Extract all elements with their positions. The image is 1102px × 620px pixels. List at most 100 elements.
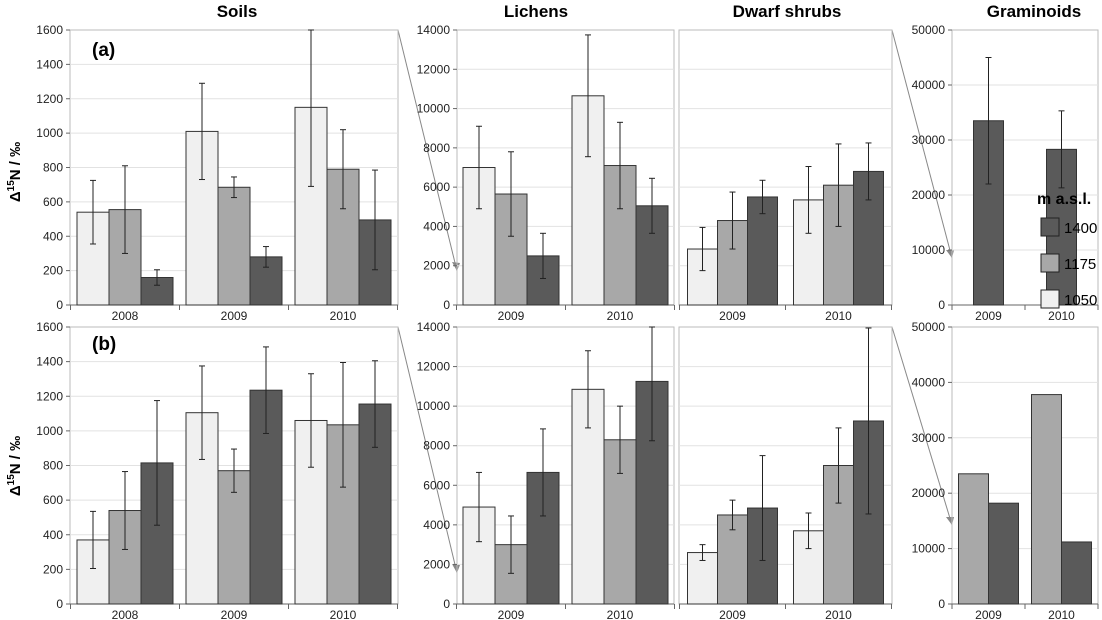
y-tick-label: 200 (43, 562, 63, 576)
panel-a-soils: 0 200 400 600 800 1000 1200 1400 1600 2008 2009 201… (36, 23, 399, 323)
bar-1050-2009 (687, 552, 718, 605)
y-tick-label: 14000 (417, 320, 451, 334)
title-graminoids: Graminoids (987, 2, 1081, 21)
y-tick-label: 10000 (417, 399, 451, 413)
y-tick-label: 2000 (423, 557, 450, 571)
connector-a-shrubs-graminoids (891, 29, 953, 259)
y-tick-label: 200 (43, 264, 63, 278)
panel-b-dwarf-shrubs: 2009 2010 (678, 326, 893, 620)
legend: m a.s.l. 1400 1175 1050 (1037, 191, 1097, 309)
y-tick-label: 0 (443, 298, 450, 312)
legend-swatch-1175 (1040, 253, 1060, 273)
title-lichens: Lichens (504, 2, 568, 21)
y-tick-label: 1000 (36, 126, 63, 140)
y-tick-label: 10000 (912, 243, 946, 257)
panel-label-b: (b) (92, 334, 116, 355)
bar-1175-2010 (1031, 394, 1062, 605)
y-tick-label: 8000 (423, 141, 450, 155)
panel-label-a: (a) (92, 40, 115, 61)
legend-label-1400: 1400 (1064, 220, 1097, 237)
x-category-label: 2009 (498, 608, 525, 620)
y-tick-label: 0 (443, 597, 450, 611)
x-category-label: 2010 (607, 608, 634, 620)
panel-b-graminoids: 0 10000 20000 30000 40000 50000 2009 2010 (912, 320, 1099, 620)
bar-1175-2009 (958, 473, 989, 605)
y-tick-label: 1000 (36, 424, 63, 438)
y-tick-label: 20000 (912, 486, 946, 500)
x-category-label: 2010 (330, 608, 357, 620)
plots: 0 200 400 600 800 1000 1200 1400 1600 2008 2009 201… (36, 23, 1099, 620)
y-tick-label: 12000 (417, 360, 451, 374)
y-tick-label: 30000 (912, 133, 946, 147)
arrowhead-b-graminoids (946, 517, 954, 525)
y-tick-label: 2000 (423, 259, 450, 273)
x-category-label: 2009 (221, 309, 248, 323)
connector-a-soils-lichens (397, 29, 458, 272)
panel-b-lichens: 0 2000 4000 6000 8000 10000 12000 14000 2009 2010 (417, 320, 675, 620)
connector-lines (397, 29, 953, 574)
y-tick-label: 0 (56, 597, 63, 611)
y-tick-label: 4000 (423, 518, 450, 532)
y-tick-label: 40000 (912, 375, 946, 389)
legend-label-1175: 1175 (1064, 256, 1096, 273)
y-tick-label: 50000 (912, 320, 946, 334)
y-tick-label: 0 (938, 597, 945, 611)
panel-a-lichens: 0 2000 4000 6000 8000 10000 12000 14000 2009 2010 (417, 23, 675, 323)
x-category-label: 2008 (112, 608, 139, 620)
y-tick-label: 20000 (912, 188, 946, 202)
legend-swatch-1050 (1040, 289, 1060, 309)
legend-swatch-1400 (1040, 217, 1060, 237)
x-category-label: 2010 (825, 309, 852, 323)
bar-1400-2009 (988, 502, 1019, 605)
y-tick-label: 1400 (36, 355, 63, 369)
y-tick-label: 12000 (417, 62, 451, 76)
y-tick-label: 8000 (423, 439, 450, 453)
panel-a-graminoids: 0 10000 20000 30000 40000 50000 2009 2010 (912, 23, 1099, 323)
x-category-label: 2008 (112, 309, 139, 323)
y-tick-label: 1200 (36, 92, 63, 106)
x-category-label: 2010 (607, 309, 634, 323)
title-soils: Soils (217, 2, 258, 21)
y-tick-label: 10000 (417, 102, 451, 116)
y-tick-label: 600 (43, 493, 63, 507)
x-category-label: 2010 (330, 309, 357, 323)
bar-1400-2010 (1061, 541, 1092, 605)
y-tick-label: 4000 (423, 219, 450, 233)
x-category-label: 2009 (719, 309, 746, 323)
connector-b-shrubs-graminoids (891, 326, 953, 526)
panel-a-dwarf-shrubs: 2009 2010 (678, 29, 893, 323)
x-category-label: 2009 (498, 309, 525, 323)
y-tick-label: 0 (938, 298, 945, 312)
legend-label-1050: 1050 (1064, 292, 1097, 309)
connector-b-soils-lichens (397, 326, 458, 574)
x-category-label: 2010 (825, 608, 852, 620)
y-tick-label: 1600 (36, 23, 63, 37)
y-tick-label: 600 (43, 195, 63, 209)
bar-1175-2009 (217, 186, 251, 306)
x-category-label: 2009 (975, 309, 1002, 323)
y-tick-label: 800 (43, 161, 63, 175)
bar-1400-2009 (747, 196, 778, 306)
arrowhead-b-lichens (452, 564, 460, 573)
arrowhead-a-graminoids (946, 250, 954, 258)
x-category-label: 2009 (719, 608, 746, 620)
x-category-label: 2009 (975, 608, 1002, 620)
legend-title: m a.s.l. (1037, 191, 1091, 208)
y-axis-label-b: Δ15N / ‰ (6, 436, 24, 496)
bar-1175-2009 (217, 470, 251, 605)
arrowhead-a-lichens (452, 262, 460, 271)
y-tick-label: 0 (56, 298, 63, 312)
x-category-label: 2009 (221, 608, 248, 620)
y-tick-label: 1200 (36, 389, 63, 403)
y-tick-label: 6000 (423, 478, 450, 492)
y-tick-label: 6000 (423, 180, 450, 194)
y-tick-label: 1600 (36, 320, 63, 334)
y-tick-label: 400 (43, 528, 63, 542)
y-tick-label: 800 (43, 459, 63, 473)
y-tick-label: 1400 (36, 57, 63, 71)
y-axis-label-a: Δ15N / ‰ (6, 142, 24, 202)
y-tick-label: 30000 (912, 431, 946, 445)
y-tick-label: 400 (43, 229, 63, 243)
panel-b-soils: 0 200 400 600 800 1000 1200 1400 1600 2008 2009 201… (36, 320, 399, 620)
